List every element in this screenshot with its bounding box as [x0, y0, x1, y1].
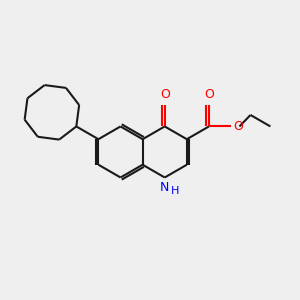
Text: N: N	[160, 182, 169, 194]
Text: O: O	[234, 120, 243, 133]
Text: O: O	[160, 88, 170, 101]
Text: H: H	[171, 186, 179, 196]
Text: O: O	[204, 88, 214, 101]
